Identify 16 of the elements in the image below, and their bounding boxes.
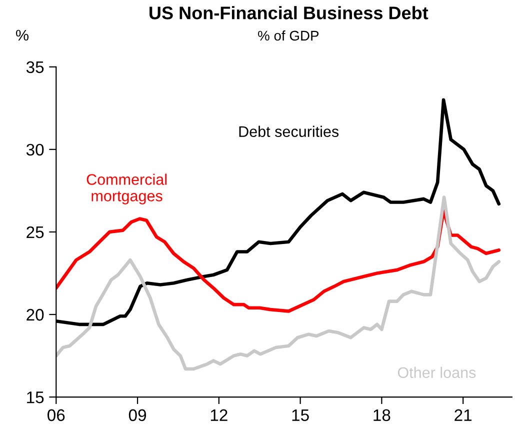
y-axis-title: % (16, 30, 28, 41)
series-label: Commercial mortgages (86, 174, 167, 204)
x-tick-label: 09 (128, 409, 146, 422)
x-tick-label: 15 (292, 409, 309, 422)
x-tick-label: 18 (374, 409, 390, 422)
chart-title: US Non-Financial Business Debt (150, 6, 428, 20)
chart-subtitle: % of GDP (258, 30, 319, 41)
x-tick-label: 21 (454, 409, 472, 421)
y-tick-label: 15 (27, 392, 44, 404)
y-tick-label: 25 (26, 226, 44, 238)
x-tick-label: 06 (48, 409, 65, 422)
y-tick-label: 35 (26, 61, 44, 74)
y-tick-label: 30 (26, 144, 44, 156)
text: Debt securities (239, 126, 339, 138)
x-tick-label: 12 (210, 409, 228, 421)
y-tick-label: 20 (26, 308, 44, 321)
